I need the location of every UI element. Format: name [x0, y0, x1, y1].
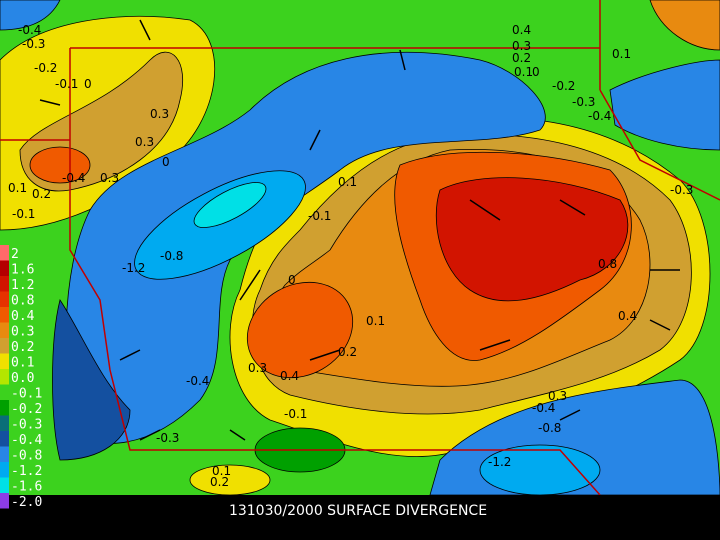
contour-label: 0	[162, 155, 170, 169]
contour-label: -0.3	[22, 37, 45, 51]
legend-swatch	[0, 384, 9, 400]
legend-label: -0.4	[11, 433, 42, 448]
legend-swatch	[0, 245, 9, 261]
contour-label: -0.4	[186, 374, 209, 388]
contour-label: 0.3	[548, 389, 567, 403]
legend-swatch	[0, 477, 9, 493]
legend-swatch	[0, 322, 9, 338]
contour-label: -0.4	[588, 109, 611, 123]
legend-swatch	[0, 400, 9, 416]
region	[609, 59, 720, 151]
legend-label: 2	[11, 247, 19, 262]
contour-label: 0.4	[618, 309, 637, 323]
contour-label: -1.2	[122, 261, 145, 275]
contour-label: -0.3	[670, 183, 693, 197]
region	[435, 177, 629, 302]
legend-swatch	[0, 462, 9, 478]
contour-label: 0.2	[512, 51, 531, 65]
legend-swatch	[0, 291, 9, 307]
contour-label: 0.1	[212, 464, 231, 478]
contour-label: 0.1	[366, 314, 385, 328]
legend-label: 1.2	[11, 278, 34, 293]
legend-swatch	[0, 338, 9, 354]
contour-label: -0.2	[552, 79, 575, 93]
legend-swatch	[0, 307, 9, 323]
wind-barb	[39, 19, 680, 441]
contour-label: 0.3	[150, 107, 169, 121]
contour-label: 0.1	[8, 181, 27, 195]
legend-label: 0.1	[11, 355, 34, 370]
map-title: 131030/2000 SURFACE DIVERGENCE	[229, 503, 487, 519]
legend-label: 0.8	[11, 293, 34, 308]
region	[0, 0, 61, 31]
legend-label: -0.3	[11, 417, 42, 432]
contour-label: -1.2	[488, 455, 511, 469]
contour-field: -0.4 -0.3 -0.2 -0.1 0 0.3 0.3 0 0.1 0.2 …	[0, 0, 720, 495]
contour-label: 0.1	[338, 175, 357, 189]
region	[52, 299, 131, 461]
contour-label: 0	[288, 273, 296, 287]
contour-label: 0.3	[512, 39, 531, 53]
contour-label: -0.1	[55, 77, 78, 91]
legend-swatch	[0, 446, 9, 462]
contour-label: -0.3	[156, 431, 179, 445]
contour-label: -0.2	[34, 61, 57, 75]
contour-label: 0.2	[210, 475, 229, 489]
contour-label: -0.8	[538, 421, 561, 435]
legend-label: 1.6	[11, 262, 34, 277]
region	[29, 146, 91, 184]
legend-swatch	[0, 415, 9, 431]
legend-label: 0.2	[11, 340, 34, 355]
legend-swatch	[0, 353, 9, 369]
legend-label: -0.2	[11, 402, 42, 417]
region	[479, 444, 601, 495]
contour-label: -0.1	[308, 209, 331, 223]
legend-swatch	[0, 493, 9, 509]
legend-label: 0.0	[11, 371, 34, 386]
contour-label: 0.3	[248, 361, 267, 375]
legend-label: -0.8	[11, 448, 42, 463]
contour-label: 0	[84, 77, 92, 91]
legend: 21.61.20.80.40.30.20.10.0-0.1-0.2-0.3-0.…	[0, 245, 42, 510]
contour-label: 0.1	[514, 65, 533, 79]
contour-label: -0.4	[62, 171, 85, 185]
contour-label: -0.8	[160, 249, 183, 263]
legend-swatch	[0, 260, 9, 276]
contour-label: 0.2	[32, 187, 51, 201]
legend-label: -0.1	[11, 386, 42, 401]
legend-label: -1.6	[11, 479, 42, 494]
contour-label: -0.4	[532, 401, 555, 415]
legend-swatch	[0, 369, 9, 385]
legend-label: 0.3	[11, 324, 34, 339]
region	[134, 170, 306, 280]
contour-label: 0.1	[612, 47, 631, 61]
legend-label: -2.0	[11, 495, 42, 510]
legend-label: 0.4	[11, 309, 35, 324]
state-border	[0, 0, 720, 495]
contour-label: -0.3	[572, 95, 595, 109]
contour-label: -0.4	[18, 23, 41, 37]
legend-swatch	[0, 431, 9, 447]
contour-label: 0.8	[598, 257, 617, 271]
contour-label: 0	[532, 65, 540, 79]
contour-label: 0.4	[280, 369, 299, 383]
contour-label: 0.3	[135, 135, 154, 149]
contour-label: 0.2	[338, 345, 357, 359]
contour-label: -0.1	[12, 207, 35, 221]
legend-label: -1.2	[11, 464, 42, 479]
region	[193, 182, 267, 228]
contour-label: 0.3	[100, 171, 119, 185]
contour-label: 0.4	[512, 23, 531, 37]
legend-swatch	[0, 276, 9, 292]
contour-label: -0.1	[284, 407, 307, 421]
region	[189, 464, 271, 495]
